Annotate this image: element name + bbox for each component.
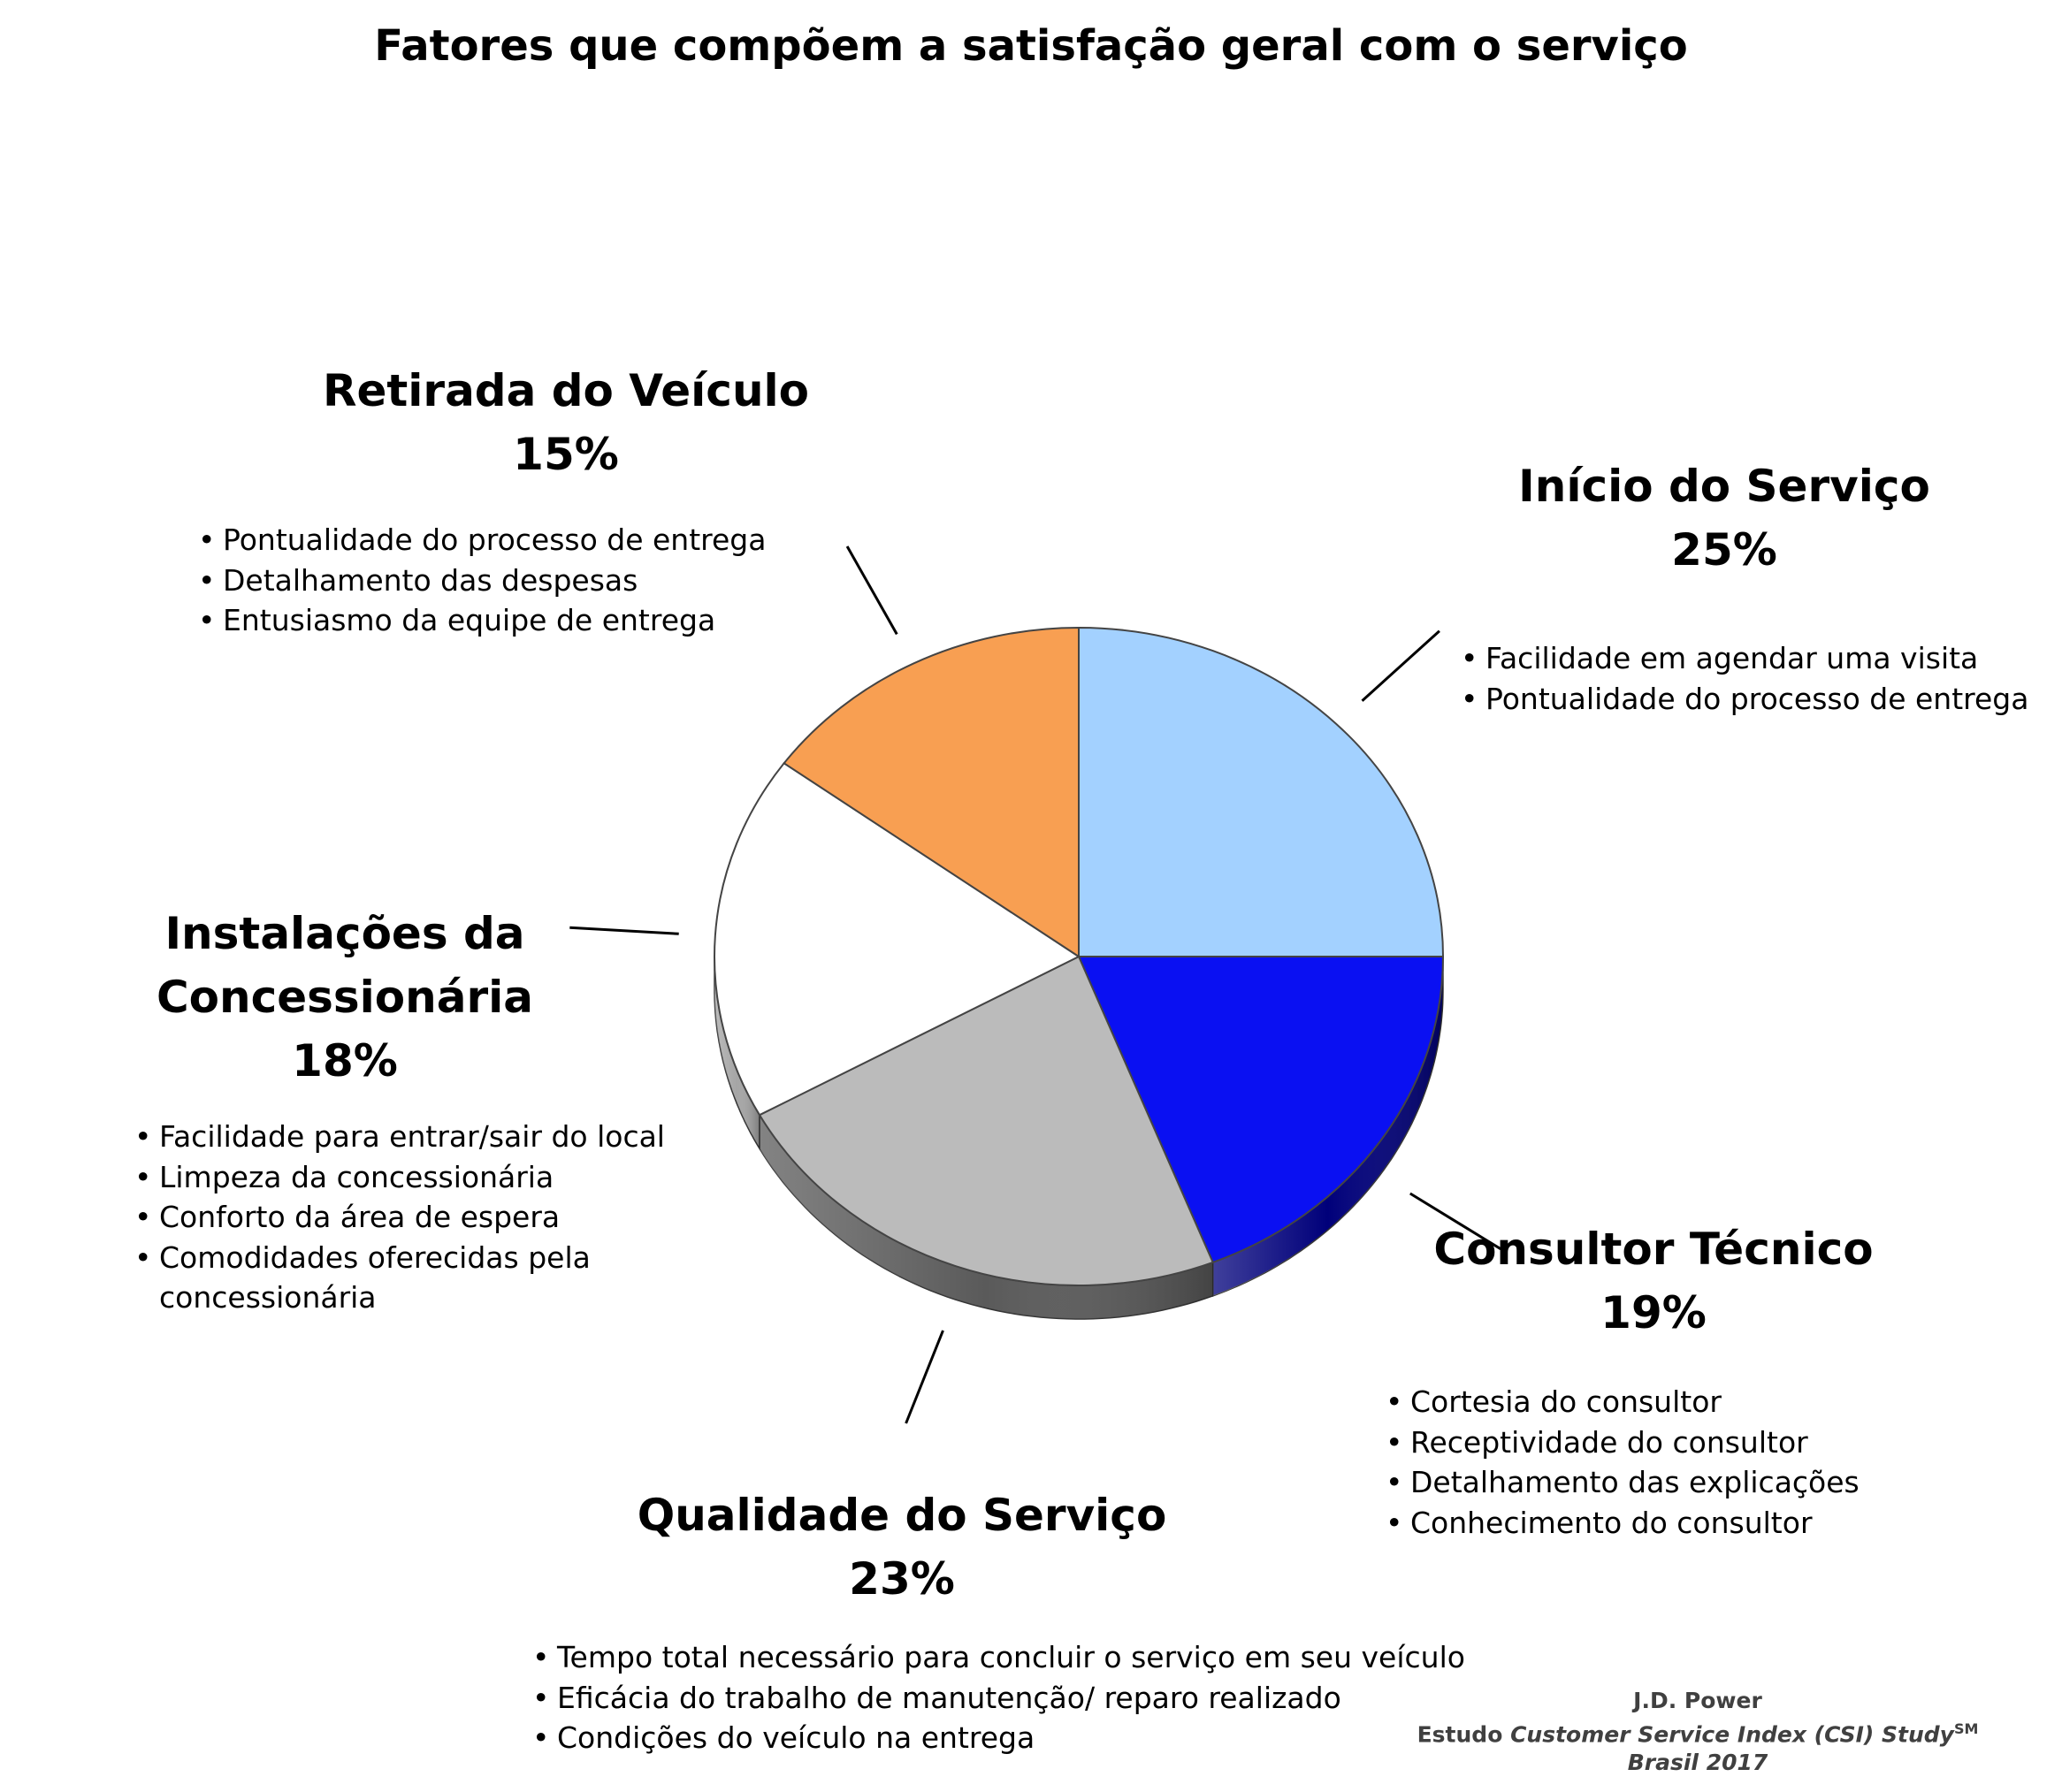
slice-instalacoes	[714, 761, 1081, 1117]
slice-label-consultor: Consultor Técnico 19%	[1379, 1217, 1928, 1345]
slice-name: Retirada do Veículo	[322, 365, 810, 416]
list-item: Limpeza da concessionária	[134, 1157, 665, 1198]
list-item: Conhecimento do consultor	[1386, 1503, 1860, 1544]
pie-sides	[714, 956, 1444, 1320]
slice-consultor	[1077, 956, 1445, 1264]
list-item: Cortesia do consultor	[1386, 1382, 1860, 1422]
leader-line-qualidade	[905, 1330, 944, 1424]
slice-label-retirada: Retirada do Veículo 15%	[301, 359, 831, 486]
bullets-inicio: Facilidade em agendar uma visita Pontual…	[1461, 638, 2028, 719]
list-item: Eficácia do trabalho de manutenção/ repa…	[532, 1678, 1465, 1719]
leader-line-retirada	[845, 545, 898, 636]
slice-percent: 18%	[292, 1035, 398, 1087]
source-note: J.D. Power Estudo Customer Service Index…	[1379, 1687, 2016, 1777]
list-item: Tempo total necessário para concluir o s…	[532, 1637, 1465, 1678]
slice-label-instalacoes: Instalações da Concessionária 18%	[80, 902, 610, 1093]
source-suffix: Brasil 2017	[1627, 1750, 1768, 1776]
slice-side-shade-instalacoes	[714, 957, 760, 1149]
source-study: Estudo Customer Service Index (CSI) Stud…	[1379, 1715, 2016, 1777]
chart-title: Fatores que compõem a satisfação geral c…	[374, 21, 1688, 71]
source-sup: SM	[1953, 1720, 1979, 1737]
slice-name-line2: Concessionária	[156, 972, 534, 1023]
slice-percent: 19%	[1600, 1287, 1707, 1338]
slice-label-inicio: Início do Serviço 25%	[1450, 454, 1998, 582]
slice-name: Qualidade do Serviço	[637, 1490, 1167, 1541]
leader-line-inicio	[1361, 629, 1440, 702]
bullets-qualidade: Tempo total necessário para concluir o s…	[532, 1637, 1465, 1758]
slice-label-qualidade: Qualidade do Serviço 23%	[619, 1483, 1185, 1611]
list-item: Receptividade do consultor	[1386, 1422, 1860, 1463]
leader-line-instalacoes	[569, 926, 679, 935]
slice-name: Instalações da	[164, 908, 525, 959]
list-item: concessionária	[159, 1280, 377, 1315]
list-item: Conforto da área de espera	[134, 1197, 665, 1238]
bullets-instalacoes: Facilidade para entrar/sair do local Lim…	[134, 1117, 665, 1318]
source-org: J.D. Power	[1633, 1688, 1762, 1713]
source-prefix: Estudo	[1417, 1721, 1511, 1748]
slice-qualidade	[758, 955, 1215, 1286]
list-item: Comodidades oferecidas pela	[134, 1238, 665, 1278]
slice-retirada	[783, 626, 1080, 958]
list-item: Pontualidade do processo de entrega	[198, 520, 766, 560]
list-item: Condições do veículo na entrega	[532, 1718, 1465, 1758]
list-item: Facilidade em agendar uma visita	[1461, 638, 2028, 679]
slice-side-shade-consultor	[1212, 957, 1443, 1296]
list-item: Detalhamento das explicações	[1386, 1462, 1860, 1503]
pie-tops	[714, 626, 1445, 1286]
slice-percent: 25%	[1671, 524, 1777, 576]
bullets-consultor: Cortesia do consultor Receptividade do c…	[1386, 1382, 1860, 1543]
slice-name: Início do Serviço	[1518, 461, 1930, 512]
bullets-retirada: Pontualidade do processo de entrega Deta…	[198, 520, 766, 641]
list-item: Entusiasmo da equipe de entrega	[198, 600, 766, 641]
list-item: Detalhamento das despesas	[198, 560, 766, 601]
slice-inicio	[1078, 626, 1445, 957]
leader-lines	[569, 545, 1501, 1424]
slice-name: Consultor Técnico	[1433, 1224, 1874, 1275]
leader-line-consultor	[1409, 1192, 1501, 1250]
slice-percent: 15%	[513, 429, 619, 480]
list-item: Facilidade para entrar/sair do local	[134, 1117, 665, 1157]
list-item: Pontualidade do processo de entrega	[1461, 679, 2028, 720]
source-study-name: Customer Service Index (CSI) Study	[1510, 1721, 1954, 1748]
slice-side-shade-qualidade	[760, 1115, 1213, 1319]
slice-percent: 23%	[849, 1553, 955, 1605]
